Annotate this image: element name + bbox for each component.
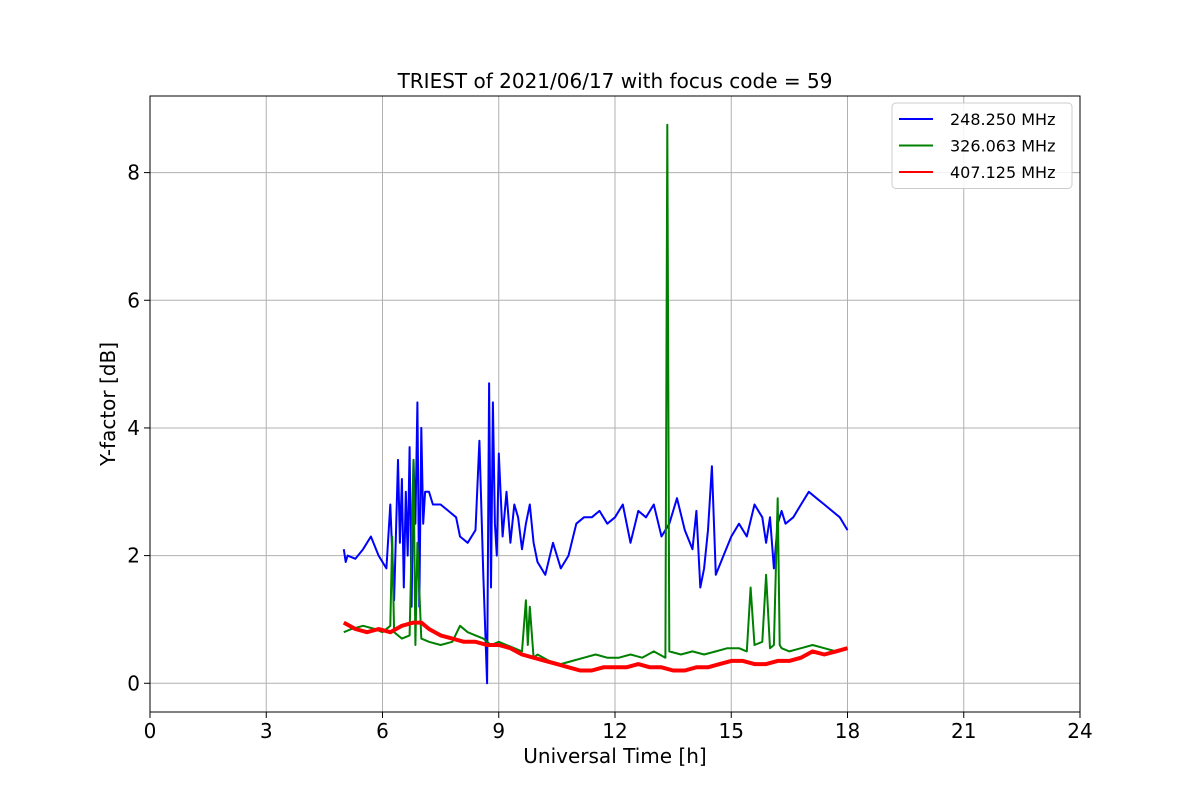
- legend: 248.250 MHz 326.063 MHz 407.125 MHz: [891, 102, 1073, 189]
- y-tick-label: 8: [127, 161, 140, 185]
- y-tick-label: 4: [127, 416, 140, 440]
- x-tick-label: 12: [602, 719, 627, 743]
- x-tick-label: 0: [144, 719, 157, 743]
- y-axis-label: Y-factor [dB]: [96, 342, 120, 467]
- series-layer: [342, 123, 849, 685]
- x-tick-label: 6: [376, 719, 389, 743]
- legend-label-3: 407.125 MHz: [950, 163, 1055, 182]
- x-tick-label: 15: [719, 719, 744, 743]
- legend-label-1: 248.250 MHz: [950, 110, 1055, 129]
- y-tick-label: 2: [127, 544, 140, 568]
- x-tick-label: 24: [1067, 719, 1092, 743]
- x-tick-label: 9: [492, 719, 505, 743]
- x-tick-label: 18: [835, 719, 860, 743]
- y-tick-label: 6: [127, 288, 140, 312]
- y-tick-label: 0: [127, 671, 140, 695]
- legend-box: [891, 102, 1073, 189]
- series-line-2: [343, 123, 848, 666]
- series-line-3: [342, 620, 849, 673]
- chart-title: TRIEST of 2021/06/17 with focus code = 5…: [397, 69, 833, 93]
- series-line-1: [342, 382, 849, 685]
- x-tick-label: 21: [951, 719, 976, 743]
- x-axis-label: Universal Time [h]: [523, 744, 706, 768]
- legend-label-2: 326.063 MHz: [950, 137, 1055, 156]
- x-tick-label: 3: [260, 719, 273, 743]
